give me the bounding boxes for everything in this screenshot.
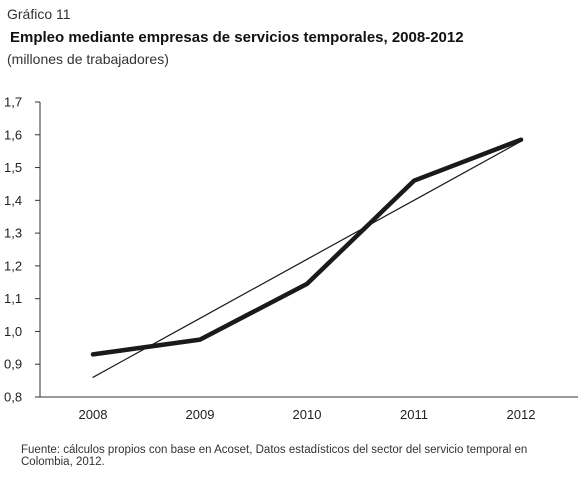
y-tick-label: 1,6 xyxy=(4,127,22,142)
y-tick-label: 1,0 xyxy=(4,324,22,339)
x-tick-label: 2009 xyxy=(186,407,215,422)
x-ticks: 2008 2009 2010 2011 2012 xyxy=(79,407,536,422)
series-line-employment xyxy=(90,137,524,357)
x-tick-label: 2012 xyxy=(507,407,536,422)
x-tick-label: 2008 xyxy=(79,407,108,422)
y-tick-label: 0,9 xyxy=(4,357,22,372)
y-tick-label: 1,7 xyxy=(4,95,22,110)
source-note: Fuente: cálculos propios con base en Aco… xyxy=(21,444,528,468)
y-tick-label: 1,5 xyxy=(4,160,22,175)
figure-label: Gráfico 11 xyxy=(7,6,71,22)
chart-title: Empleo mediante empresas de servicios te… xyxy=(10,29,464,46)
y-tick-label: 1,1 xyxy=(4,291,22,306)
chart-subtitle: (millones de trabajadores) xyxy=(7,51,169,67)
y-tick-label: 1,4 xyxy=(4,193,22,208)
series-line-trend xyxy=(92,140,522,378)
x-tick-label: 2011 xyxy=(400,407,428,422)
y-tick-label: 1,2 xyxy=(4,258,22,273)
series-layer xyxy=(90,137,524,378)
y-ticks: 0,8 0,9 1,0 1,1 1,2 1,3 1,4 1,5 1,6 1,7 xyxy=(4,95,40,405)
y-tick-label: 1,3 xyxy=(4,226,22,241)
y-tick-label: 0,8 xyxy=(4,390,22,405)
x-tick-label: 2010 xyxy=(293,407,322,422)
